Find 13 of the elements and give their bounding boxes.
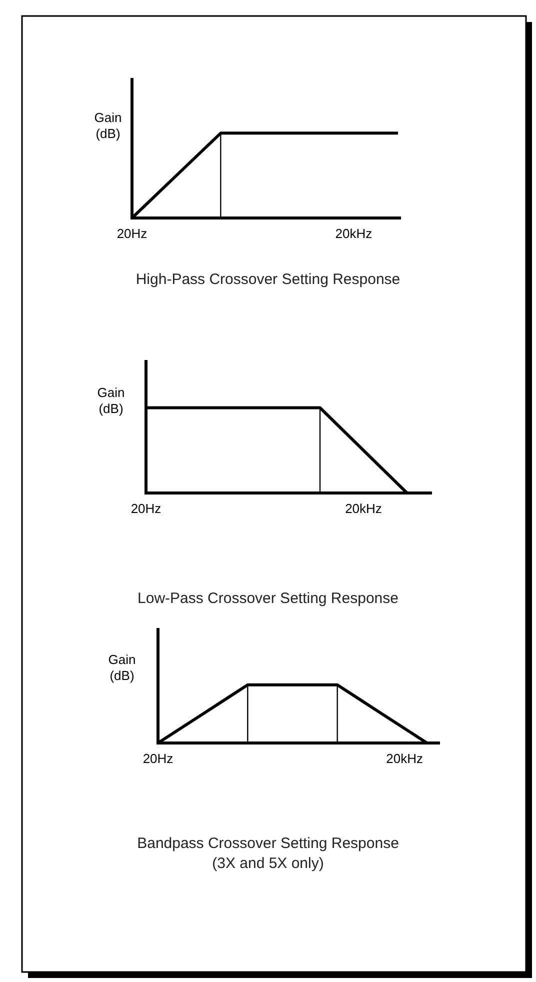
- x-tick-label: 20kHz: [386, 751, 424, 766]
- text: Bandpass Crossover Setting Response: [137, 835, 399, 852]
- y-axis-title: Gain (dB): [108, 652, 136, 683]
- y-axis-title: Gain (dB): [94, 110, 122, 141]
- x-tick-label: 20kHz: [335, 226, 372, 241]
- text: High-Pass Crossover Setting Response: [136, 271, 400, 288]
- x-tick-label: 20Hz: [142, 751, 174, 766]
- y-axis-title: Gain (dB): [97, 385, 125, 416]
- x-tick-label: 20kHz: [345, 501, 382, 516]
- text: (3X and 5X only): [212, 855, 324, 872]
- text: Low-Pass Crossover Setting Response: [138, 590, 398, 607]
- x-tick-label: 20Hz: [130, 501, 162, 516]
- x-tick-label: 20Hz: [116, 226, 148, 241]
